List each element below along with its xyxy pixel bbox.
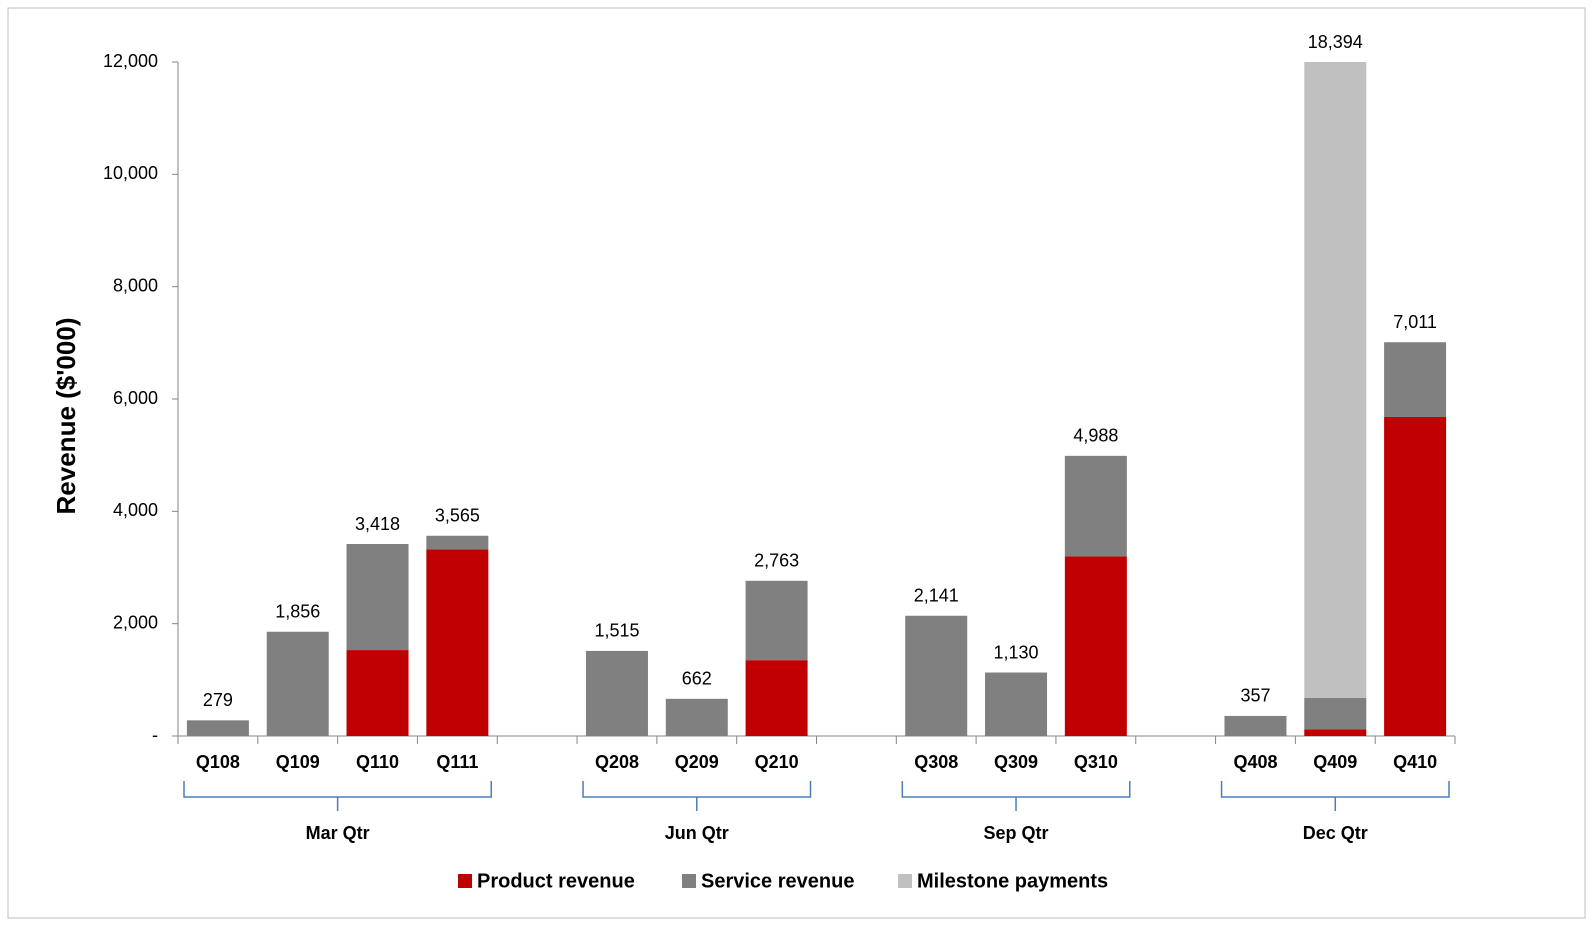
group-bracket <box>901 781 1131 811</box>
x-tick-label: Q310 <box>1074 752 1118 772</box>
group-label: Mar Qtr <box>306 823 370 843</box>
x-tick-label: Q110 <box>356 752 399 772</box>
total-label: 2,141 <box>914 585 959 605</box>
bar-segment <box>426 535 489 550</box>
bar-segment <box>266 631 329 736</box>
y-axis-title: Revenue ($'000) <box>51 318 81 515</box>
total-label: 279 <box>203 690 233 710</box>
bar-segment <box>745 660 808 736</box>
group-bracket <box>183 781 492 811</box>
group-label: Jun Qtr <box>665 823 729 843</box>
total-label: 3,565 <box>435 506 480 526</box>
y-tick-label: 12,000 <box>103 51 158 71</box>
y-tick-label: 10,000 <box>103 163 158 183</box>
legend-label: Product revenue <box>477 870 635 892</box>
y-tick-label: 8,000 <box>113 275 158 295</box>
group-bracket <box>582 781 812 811</box>
total-label: 1,515 <box>594 621 639 641</box>
x-tick-label: Q410 <box>1393 752 1437 772</box>
legend-label: Service revenue <box>701 870 854 892</box>
legend-swatch <box>458 874 472 888</box>
x-tick-label: Q408 <box>1233 752 1277 772</box>
legend-label: Milestone payments <box>917 870 1108 892</box>
x-tick-label: Q108 <box>196 752 240 772</box>
bar-segment <box>905 615 968 736</box>
legend-swatch <box>898 874 912 888</box>
total-label: 1,856 <box>275 602 320 622</box>
bar-segment <box>745 580 808 661</box>
bar-segment <box>585 650 648 736</box>
x-tick-label: Q111 <box>436 752 478 772</box>
x-tick-label: Q209 <box>675 752 719 772</box>
group-label: Sep Qtr <box>984 823 1049 843</box>
x-tick-label: Q309 <box>994 752 1038 772</box>
x-tick-label: Q210 <box>755 752 799 772</box>
bar-segment <box>346 544 409 651</box>
bar-segment <box>1064 455 1127 557</box>
legend-swatch <box>682 874 696 888</box>
bar-segment <box>1304 697 1367 730</box>
bar-segment <box>426 549 489 736</box>
total-label: 7,011 <box>1393 312 1437 332</box>
bar-segment <box>186 720 249 736</box>
x-tick-label: Q409 <box>1313 752 1357 772</box>
bar-segment <box>1304 729 1367 736</box>
bar-segment <box>1304 62 1367 698</box>
bars <box>186 62 1447 736</box>
bar-segment <box>1224 715 1287 736</box>
y-tick-label: 2,000 <box>113 612 158 632</box>
group-label: Dec Qtr <box>1303 823 1368 843</box>
total-label: 4,988 <box>1073 426 1118 446</box>
bar-segment <box>665 698 728 736</box>
bar-segment <box>1384 416 1447 736</box>
bar-segment <box>1384 342 1447 417</box>
bar-segment <box>346 650 409 736</box>
total-label: 2,763 <box>754 551 799 571</box>
total-label: 662 <box>682 669 712 689</box>
group-bracket <box>1220 781 1450 811</box>
y-tick-label: 6,000 <box>113 388 158 408</box>
total-label: 18,394 <box>1308 32 1363 52</box>
x-tick-label: Q208 <box>595 752 639 772</box>
y-tick-label: 4,000 <box>113 500 158 520</box>
total-label: 1,130 <box>994 642 1039 662</box>
y-tick-label: - <box>152 725 158 745</box>
x-tick-label: Q109 <box>276 752 320 772</box>
bar-segment <box>985 672 1048 736</box>
total-label: 3,418 <box>355 514 400 534</box>
total-label: 357 <box>1240 686 1270 706</box>
bar-segment <box>1064 556 1127 736</box>
x-tick-label: Q308 <box>914 752 958 772</box>
